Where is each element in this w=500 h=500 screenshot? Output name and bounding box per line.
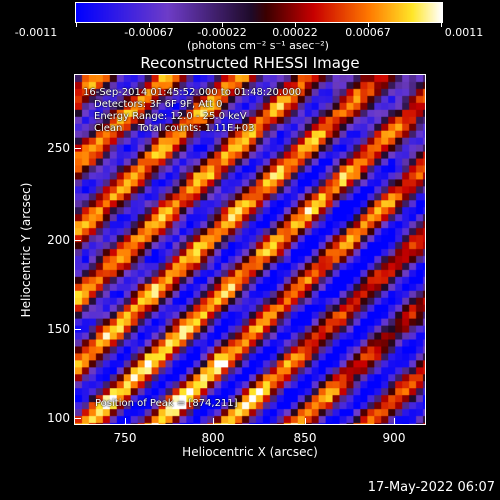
x-tick-mark bbox=[213, 418, 214, 424]
x-tick-mark bbox=[394, 418, 395, 424]
colorbar-tick-label: 0.00022 bbox=[272, 26, 318, 39]
y-tick-label: 150 bbox=[47, 322, 70, 336]
colorbar-tick-label: 0.0011 bbox=[444, 26, 484, 39]
heatmap-image bbox=[75, 75, 425, 424]
y-tick-mark bbox=[75, 240, 81, 241]
y-tick-mark bbox=[75, 329, 81, 330]
y-tick-label: 200 bbox=[47, 233, 70, 247]
colorbar-tick-label: -0.00022 bbox=[197, 26, 247, 39]
x-tick-label: 750 bbox=[113, 431, 137, 445]
colorbar-tick bbox=[368, 22, 369, 27]
colorbar-tick bbox=[295, 22, 296, 27]
x-tick-label: 800 bbox=[201, 431, 225, 445]
colorbar bbox=[75, 2, 443, 23]
peak-position: Position of Peak = [874,211] bbox=[95, 398, 238, 409]
colorbar-tick-label: 0.00067 bbox=[345, 26, 391, 39]
colorbar-tick bbox=[76, 22, 77, 27]
y-tick-mark bbox=[75, 148, 81, 149]
colorbar-tick-label: -0.00067 bbox=[124, 26, 174, 39]
x-tick-label: 850 bbox=[293, 431, 317, 445]
colorbar-units: (photons cm⁻² s⁻¹ asec⁻²) bbox=[187, 39, 329, 52]
y-tick-mark bbox=[75, 418, 81, 419]
y-tick-label: 100 bbox=[47, 411, 70, 425]
colorbar-tick bbox=[149, 22, 150, 27]
date-stamp: 17-May-2022 06:07 bbox=[367, 480, 495, 495]
x-axis-label: Heliocentric X (arcsec) bbox=[182, 445, 318, 459]
x-tick-label: 900 bbox=[382, 431, 406, 445]
observation-time: 16-Sep-2014 01:45:52.000 to 01:48:20.000 bbox=[83, 87, 302, 98]
clean-counts: Clean Total counts: 1.11E+03 bbox=[94, 123, 255, 134]
colorbar-tick bbox=[222, 22, 223, 27]
x-tick-mark bbox=[305, 418, 306, 424]
colorbar-tick bbox=[441, 22, 442, 27]
y-tick-label: 250 bbox=[47, 141, 70, 155]
colorbar-tick-label: -0.0011 bbox=[14, 26, 58, 39]
y-axis-label: Heliocentric Y (arcsec) bbox=[19, 182, 33, 318]
x-tick-mark bbox=[125, 418, 126, 424]
detectors-info: Detectors: 3F 6F 9F, Att 0 bbox=[94, 99, 223, 110]
plot-title: Reconstructed RHESSI Image bbox=[140, 54, 360, 72]
energy-range: Energy Range: 12.0 - 25.0 keV bbox=[94, 111, 247, 122]
image-plot: 16-Sep-2014 01:45:52.000 to 01:48:20.000… bbox=[74, 74, 426, 425]
